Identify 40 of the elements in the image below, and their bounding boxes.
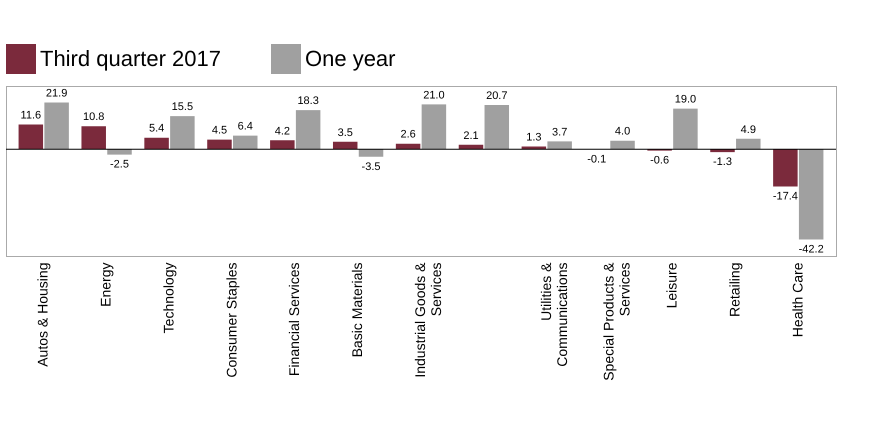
data-label: -42.2 <box>798 244 824 256</box>
data-label: -17.4 <box>772 190 798 203</box>
data-label: 3.7 <box>552 126 568 138</box>
legend-label: One year <box>305 46 396 71</box>
x-tick-label: Industrial Goods & Services <box>412 262 444 378</box>
x-tick-label: Energy <box>98 262 114 307</box>
data-label: 19.0 <box>674 94 696 106</box>
x-tick-label: Basic Materials <box>349 262 366 358</box>
data-label: -1.3 <box>713 156 732 168</box>
data-label: 21.0 <box>423 89 445 102</box>
x-tick-label: Health Care <box>789 262 806 338</box>
x-tick-label: Consumer Staples <box>223 262 240 378</box>
data-label: 10.8 <box>82 111 104 124</box>
data-label: 5.4 <box>148 122 164 135</box>
data-label: 6.4 <box>238 120 253 133</box>
data-label: 15.5 <box>172 101 194 114</box>
data-label: 18.3 <box>297 95 319 108</box>
x-tick-label: Autos & Housing <box>34 262 51 367</box>
data-label: 4.2 <box>274 125 290 138</box>
data-label: -2.5 <box>110 158 129 171</box>
data-label: 2.1 <box>463 130 479 142</box>
data-label: 4.0 <box>614 126 630 138</box>
data-label: -3.5 <box>362 160 381 173</box>
x-tick-label: Financial Services <box>286 262 302 376</box>
data-label: 3.5 <box>338 126 353 139</box>
data-label: 21.9 <box>46 87 68 100</box>
data-label: 1.3 <box>526 132 542 144</box>
x-tick-label: Utilities & Communications <box>538 262 570 367</box>
data-label: 4.5 <box>212 124 228 137</box>
x-tick-label: Retailing <box>726 262 742 317</box>
x-tick-label: Technology <box>160 262 176 334</box>
data-label: -0.6 <box>650 154 670 167</box>
data-label: 4.9 <box>740 124 756 136</box>
x-tick-label: Leisure <box>664 262 680 308</box>
data-label: 2.6 <box>400 128 416 141</box>
data-label: 11.6 <box>20 109 42 122</box>
data-label: -0.1 <box>587 154 606 166</box>
x-tick-label: Special Products & Services <box>600 262 633 381</box>
legend-label: Third quarter 2017 <box>40 46 221 71</box>
data-label: 20.7 <box>486 90 508 102</box>
